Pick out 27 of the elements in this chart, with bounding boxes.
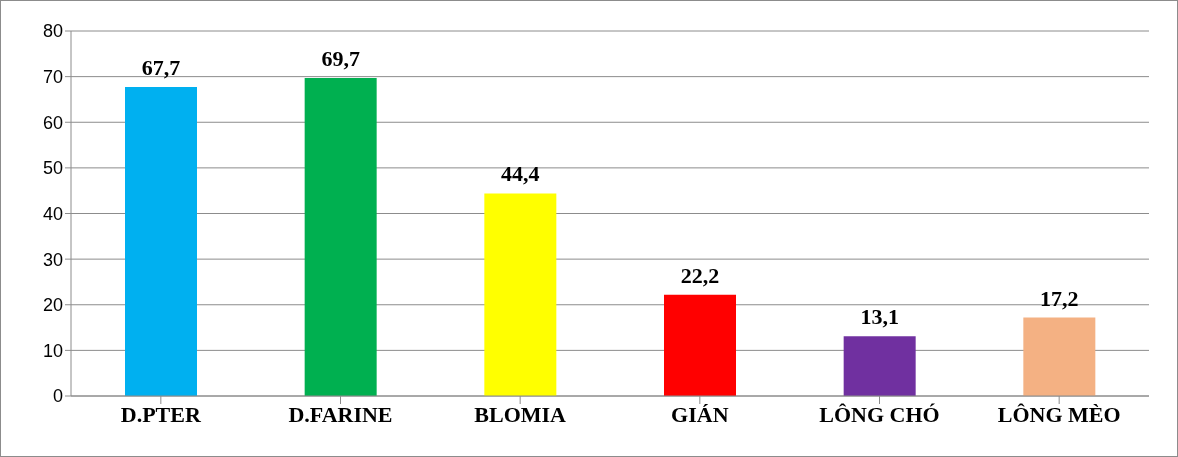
- bar: [484, 193, 557, 396]
- y-tick-label: 50: [42, 158, 63, 179]
- y-tick-label: 10: [42, 340, 63, 361]
- bar: [664, 294, 736, 396]
- bar: [304, 77, 377, 396]
- x-tick-label: GIÁN: [671, 401, 729, 427]
- data-label: 22,2: [680, 262, 720, 288]
- data-label: 69,7: [321, 45, 360, 71]
- y-tick-label: 40: [42, 203, 63, 224]
- y-tick-label: 80: [42, 21, 63, 42]
- data-label: 13,1: [860, 304, 899, 330]
- bar: [843, 336, 916, 396]
- y-tick-label: 30: [42, 249, 63, 270]
- y-tick-label: 70: [42, 67, 63, 88]
- y-tick-label: 60: [42, 112, 63, 133]
- data-label: 67,7: [141, 55, 181, 81]
- x-tick-label: LÔNG CHÓ: [819, 401, 940, 427]
- x-tick-label: D.FARINE: [288, 401, 393, 427]
- y-tick-label: 0: [52, 386, 63, 407]
- y-tick-label: 20: [42, 295, 63, 316]
- x-tick-label: D.PTER: [120, 401, 202, 427]
- x-tick-label: LÔNG MÈO: [997, 401, 1121, 427]
- bar: [125, 87, 197, 396]
- x-tick-label: BLOMIA: [474, 401, 567, 427]
- bar: [1023, 317, 1096, 396]
- data-label: 44,4: [501, 161, 540, 187]
- data-label: 17,2: [1040, 285, 1079, 311]
